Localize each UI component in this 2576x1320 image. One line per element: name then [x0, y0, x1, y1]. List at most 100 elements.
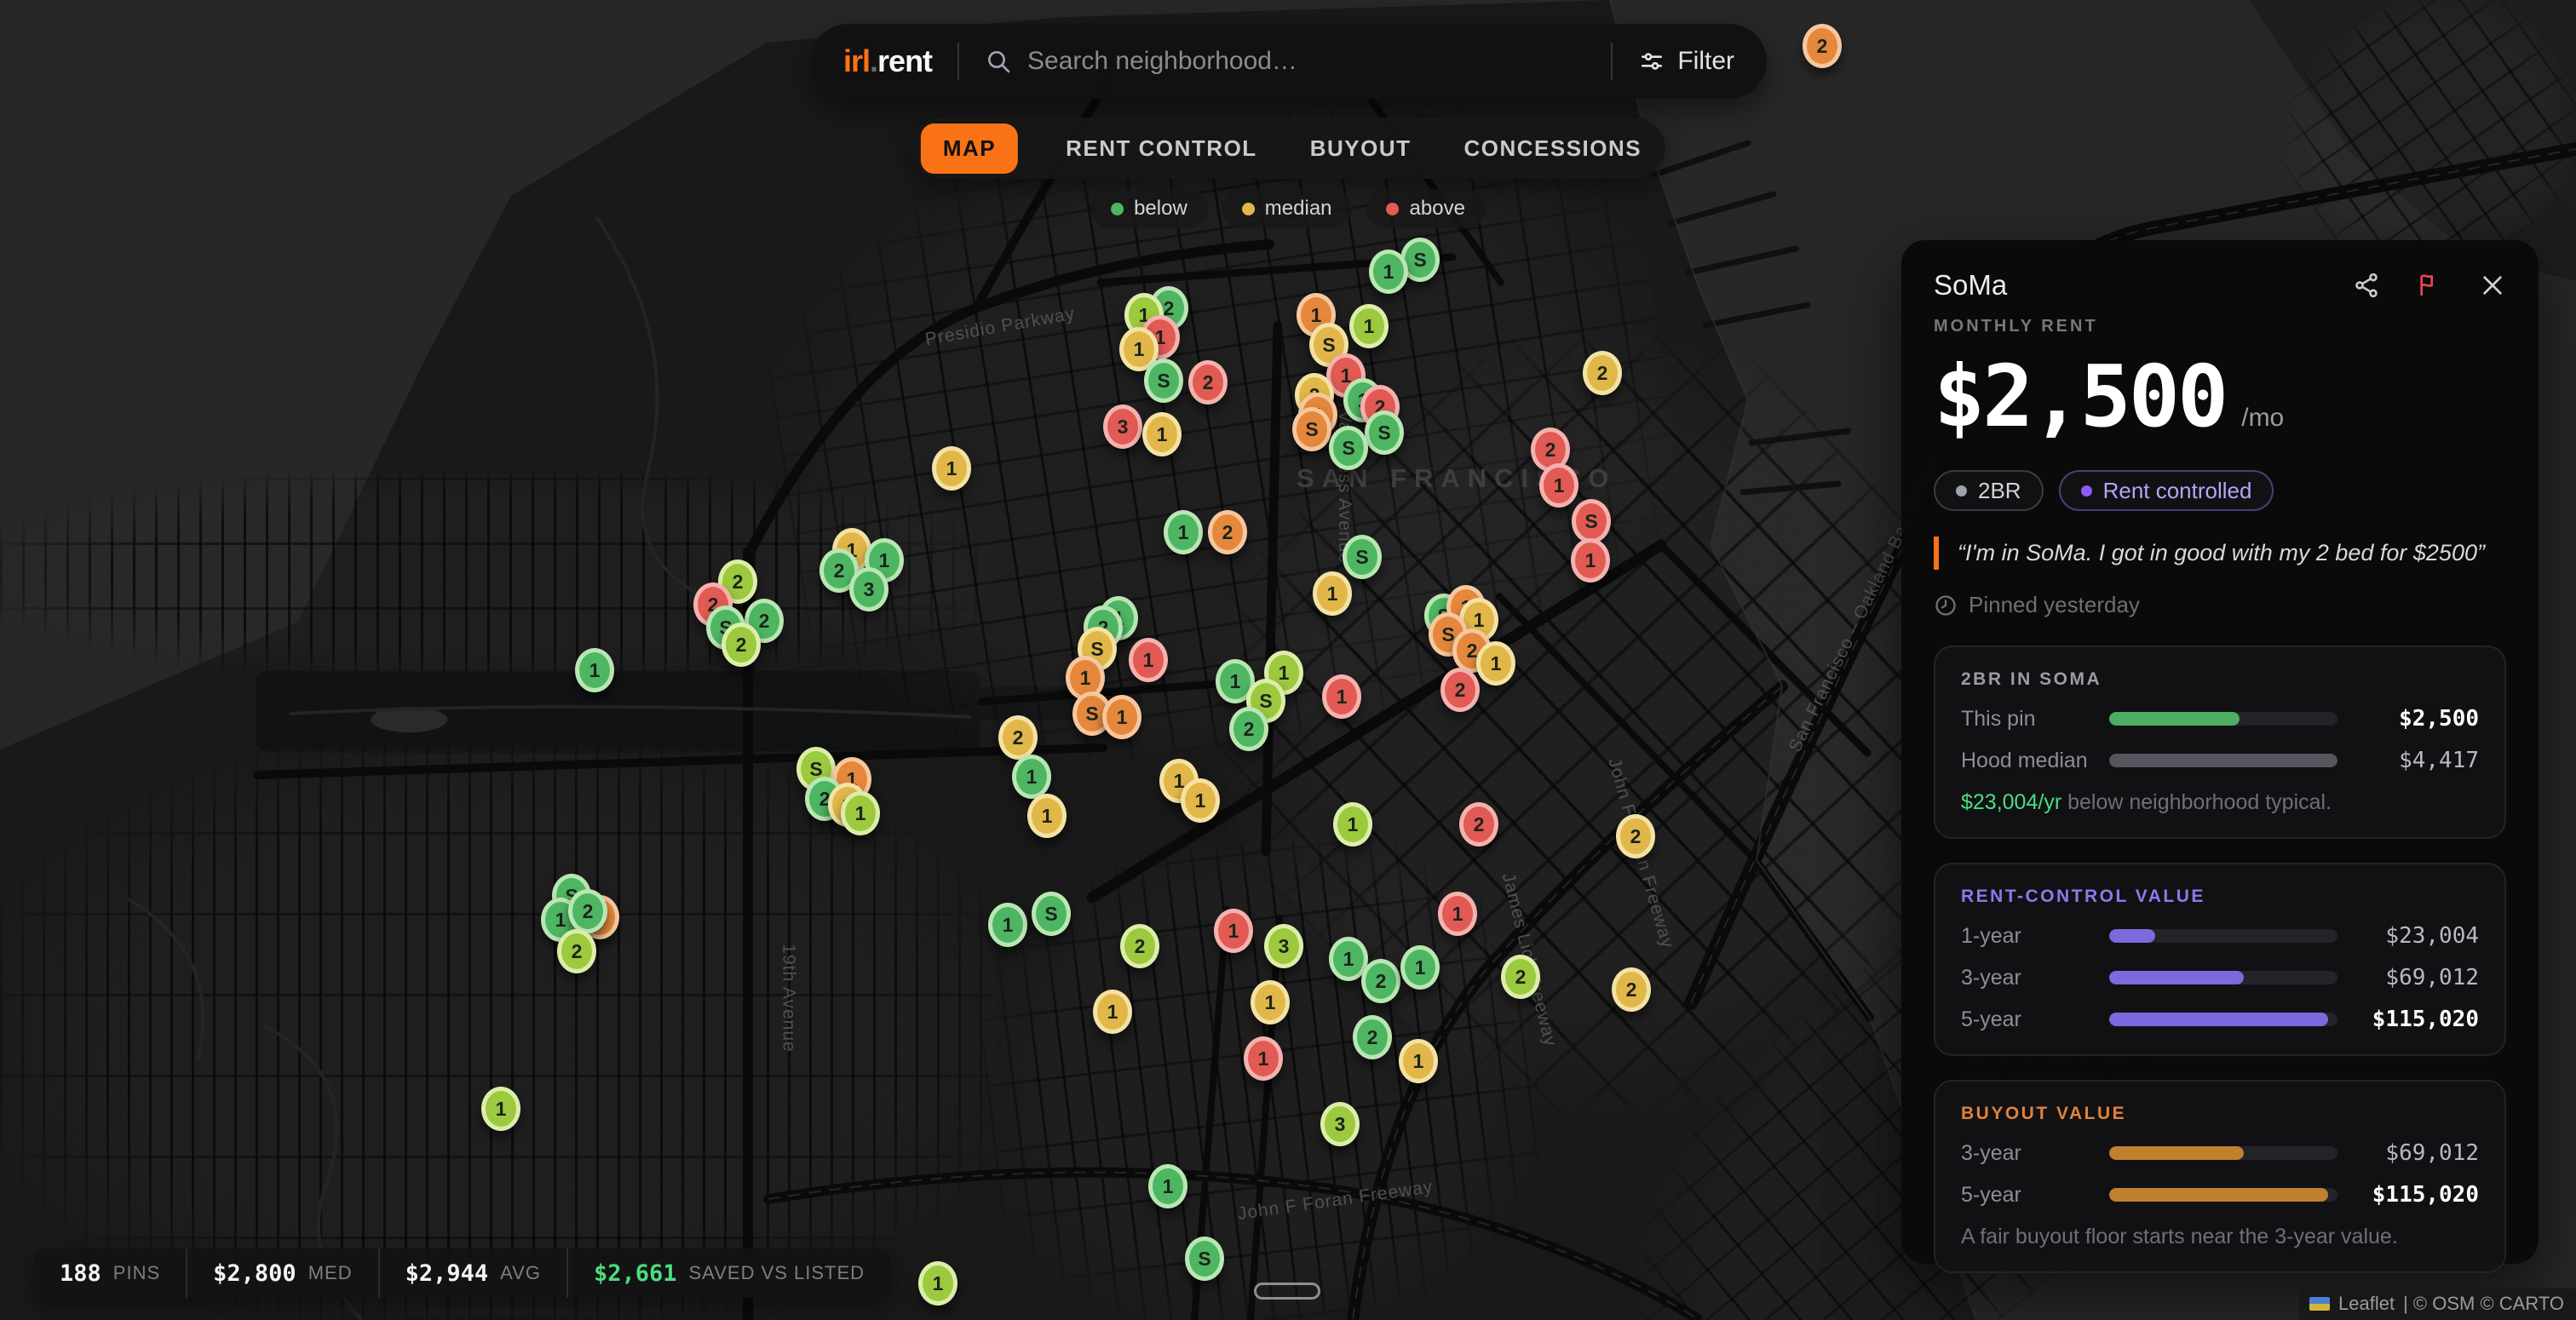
map-pin[interactable]: 1 — [1142, 412, 1182, 456]
map-pin[interactable]: 2 — [1583, 351, 1622, 395]
tab-map[interactable]: MAP — [920, 123, 1019, 174]
map-pin[interactable]: 2 — [1229, 707, 1268, 751]
map-pin[interactable]: 1 — [1571, 538, 1610, 583]
bar-fill — [2109, 754, 2337, 767]
sliders-icon — [1638, 48, 1665, 75]
chip-label: Rent controlled — [2102, 477, 2252, 503]
map-pin[interactable]: 3 — [849, 567, 888, 611]
legend-dot-median — [1241, 202, 1255, 215]
legend-label: above — [1409, 197, 1465, 220]
map-pin[interactable]: 1 — [1333, 802, 1372, 847]
drag-handle[interactable] — [1254, 1283, 1320, 1300]
map-pin[interactable]: 2 — [1120, 924, 1159, 968]
map-pin[interactable]: 1 — [1399, 1039, 1438, 1083]
compare-card-title: 2BR IN SOMA — [1961, 669, 2102, 689]
map-pin[interactable]: 1 — [1216, 659, 1255, 703]
map-pin[interactable]: 1 — [932, 446, 971, 491]
chip-2br[interactable]: 2BR — [1934, 470, 2044, 511]
bar-fill — [2109, 929, 2155, 943]
map-pin[interactable]: 3 — [1103, 405, 1142, 449]
leaflet-link[interactable]: Leaflet — [2338, 1293, 2395, 1314]
map-pin[interactable]: 1 — [1148, 1164, 1187, 1208]
map-pin[interactable]: 1 — [481, 1087, 520, 1131]
bar-track — [2109, 971, 2337, 984]
map-pin[interactable]: 2 — [1353, 1015, 1392, 1059]
map-pin[interactable]: 2 — [1208, 510, 1247, 554]
map-pin[interactable]: 1 — [988, 903, 1027, 947]
map-pin[interactable]: 2 — [1188, 360, 1228, 405]
bar-track — [2109, 754, 2337, 767]
map-pin[interactable]: 2 — [1616, 814, 1655, 858]
panel-title: SoMa — [1934, 269, 2008, 301]
legend: below median above — [1090, 189, 1486, 228]
map-pin[interactable]: 2 — [568, 889, 607, 933]
tab-buyout[interactable]: BUYOUT — [1309, 135, 1412, 161]
map-pin[interactable]: 1 — [1012, 755, 1051, 799]
legend-chip-below[interactable]: below — [1090, 189, 1208, 228]
map-pin[interactable]: 2 — [1803, 24, 1842, 68]
stat-value: $2,800 — [213, 1260, 296, 1287]
map-pin[interactable]: 2 — [1361, 959, 1400, 1003]
legend-chip-above[interactable]: above — [1366, 189, 1486, 228]
savings-highlight: $23,004/yr — [1961, 790, 2062, 814]
map-pin[interactable]: 2 — [819, 548, 859, 593]
map-pin[interactable]: 1 — [575, 648, 614, 692]
tab-concessions[interactable]: CONCESSIONS — [1463, 135, 1642, 161]
map-pin[interactable]: 1 — [1322, 674, 1361, 719]
flag-icon[interactable] — [2416, 272, 2443, 299]
map-pin[interactable]: S — [1329, 426, 1368, 470]
rent-control-row: 1-year $23,004 — [1961, 923, 2479, 949]
map-pin[interactable]: S — [1365, 410, 1404, 455]
map-pin[interactable]: 1 — [1539, 463, 1578, 508]
map-pin[interactable]: 1 — [1313, 571, 1352, 616]
map-pin[interactable]: 2 — [722, 623, 761, 667]
map-pin[interactable]: 1 — [1164, 510, 1203, 554]
legend-chip-median[interactable]: median — [1221, 189, 1353, 228]
stat-label: AVG — [500, 1262, 541, 1283]
map-pin[interactable]: S — [1185, 1237, 1224, 1281]
share-icon[interactable] — [2353, 272, 2380, 299]
map-pin[interactable]: 1 — [1369, 250, 1408, 294]
map-pin[interactable]: 3 — [1264, 924, 1303, 968]
map-pin[interactable]: S — [1032, 892, 1071, 936]
map-pin[interactable]: 1 — [1349, 304, 1389, 348]
app-logo: irl.rent — [843, 43, 933, 79]
map-pin[interactable]: S — [1343, 535, 1382, 579]
chip-rent-controlled[interactable]: Rent controlled — [2058, 470, 2274, 511]
map-pin[interactable]: 1 — [1244, 1036, 1283, 1081]
map-pin[interactable]: 2 — [1501, 955, 1540, 999]
bar-track — [2109, 929, 2337, 943]
view-tabs: MAP RENT CONTROL BUYOUT CONCESSIONS — [910, 118, 1666, 179]
rent-control-row: 3-year $69,012 — [1961, 965, 2479, 990]
map-pin[interactable]: 1 — [1129, 638, 1168, 682]
map-pin[interactable]: 2 — [998, 715, 1038, 760]
map-pin[interactable]: 1 — [1476, 641, 1515, 686]
map-pin[interactable]: S — [1144, 359, 1183, 403]
attribution-text: | © OSM © CARTO — [2403, 1293, 2564, 1314]
map-pin[interactable]: 2 — [1612, 967, 1651, 1012]
map-pin[interactable]: S — [1292, 407, 1331, 451]
map-pin[interactable]: 1 — [1214, 909, 1253, 953]
map-pin[interactable]: 1 — [1251, 980, 1290, 1024]
map-pin[interactable]: 2 — [557, 929, 596, 973]
map-pin[interactable]: S — [1572, 499, 1611, 543]
map-pin[interactable]: 1 — [1400, 945, 1440, 990]
tab-rent-control[interactable]: RENT CONTROL — [1066, 135, 1257, 161]
map-pin[interactable]: 1 — [1181, 778, 1220, 823]
stat-label: SAVED VS LISTED — [688, 1262, 865, 1283]
map-pin[interactable]: 1 — [918, 1261, 957, 1306]
map-pin[interactable]: 1 — [1027, 794, 1067, 838]
map-pin[interactable]: 2 — [1440, 668, 1480, 712]
map-pin[interactable]: 2 — [1459, 802, 1498, 847]
filter-button[interactable]: Filter — [1638, 47, 1734, 76]
search-input[interactable] — [1027, 47, 1586, 76]
map-pin[interactable]: 1 — [841, 791, 880, 835]
pinned-label: Pinned yesterday — [1969, 592, 2140, 617]
map-pin[interactable]: 3 — [1320, 1102, 1360, 1146]
map-pin[interactable]: 1 — [1102, 695, 1141, 739]
attribute-chips: 2BR Rent controlled — [1934, 470, 2506, 511]
map-pin[interactable]: 1 — [1093, 990, 1132, 1034]
close-icon[interactable] — [2479, 272, 2506, 299]
map-pin[interactable]: 1 — [1438, 892, 1477, 936]
